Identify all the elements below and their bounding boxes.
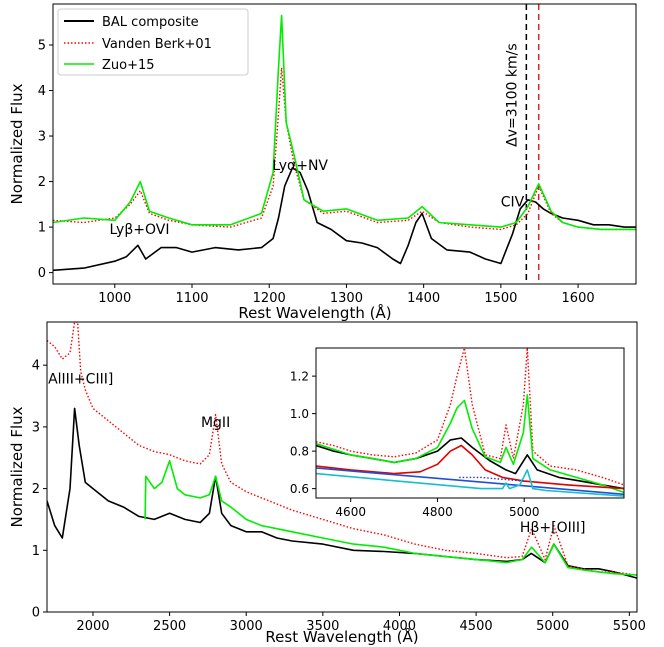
x-tick-label: 1300 (330, 291, 363, 306)
top-series (53, 4, 636, 284)
bottom-panel: 2000 2500 3000 3500 4000 4500 5000 5500 0 1 2 3 4 Al… (8, 321, 646, 646)
series-line-1-1 (47, 322, 637, 576)
inset-series (316, 348, 624, 497)
series-line-0-0 (53, 167, 636, 272)
top-axes-frame (52, 3, 637, 285)
annotation-label: AlIII+CIII] (48, 372, 113, 388)
legend-label-bal: BAL composite (102, 15, 199, 30)
top-panel: 1000 1100 1200 1300 1400 1500 1600 0 1 2 3 4 5 Lyβ+O… (8, 3, 637, 322)
annotation-label: Lyα+NV (272, 158, 328, 174)
top-annotations: Lyβ+OVI Lyα+NV CIV Δv=3100 km/s (110, 43, 525, 238)
x-tick-label: 4600 (335, 505, 366, 519)
y-tick-label: 3 (32, 420, 40, 435)
top-xlabel: Rest Wavelength (Å) (238, 303, 391, 322)
top-axes-ticks: 1000 1100 1200 1300 1400 1500 1600 0 1 2 3 4 5 (38, 38, 595, 306)
y-tick-label: 3 (38, 130, 46, 145)
y-tick-label: 1 (38, 221, 46, 236)
bottom-series (47, 322, 637, 579)
bottom-annotations: AlIII+CIII] MgII Hβ+[OIII] (48, 372, 585, 536)
y-tick-label: 1.2 (290, 370, 309, 384)
x-tick-label: 4800 (422, 505, 453, 519)
legend: BAL composite Vanden Berk+01 Zuo+15 (57, 8, 249, 76)
y-tick-label: 5 (38, 38, 46, 53)
top-ylabel: Normalized Flux (8, 83, 26, 204)
y-tick-label: 0.8 (290, 445, 309, 459)
series-line-2-2 (316, 394, 624, 494)
series-line-0-2 (53, 14, 636, 231)
x-tick-label: 4500 (460, 619, 493, 634)
y-tick-label: 2 (32, 482, 40, 497)
series-line-2-6 (459, 476, 525, 482)
inset-axes-ticks: 4600 4800 5000 0.6 0.8 1.0 1.2 (290, 370, 540, 519)
bottom-xlabel: Rest Wavelength (Å) (265, 627, 418, 646)
series-line-1-2 (144, 459, 637, 576)
x-tick-label: 3500 (306, 619, 339, 634)
x-tick-label: 5000 (509, 505, 540, 519)
bottom-axes-frame (46, 321, 638, 613)
legend-label-vandenberk: Vanden Berk+01 (102, 37, 212, 52)
annotation-label: Δv=3100 km/s (504, 43, 520, 146)
series-line-1-0 (47, 407, 637, 579)
y-tick-label: 4 (32, 359, 40, 374)
x-tick-label: 4000 (383, 619, 416, 634)
x-tick-label: 1600 (562, 291, 595, 306)
legend-box (57, 8, 249, 76)
inset-panel: 4600 4800 5000 0.6 0.8 1.0 1.2 (290, 347, 625, 519)
y-tick-label: 0.6 (290, 482, 309, 496)
annotation-label: MgII (201, 415, 230, 431)
series-line-2-3 (316, 444, 624, 490)
y-tick-label: 0 (32, 606, 40, 621)
x-tick-label: 1000 (98, 291, 131, 306)
x-tick-label: 5500 (613, 619, 646, 634)
x-tick-label: 1200 (253, 291, 286, 306)
y-tick-label: 4 (38, 84, 46, 99)
legend-label-zuo: Zuo+15 (102, 58, 155, 73)
annotation-label: Lyβ+OVI (110, 222, 170, 238)
bottom-axes-ticks: 2000 2500 3000 3500 4000 4500 5000 5500 0 1 2 3 4 (32, 359, 646, 634)
x-tick-label: 3000 (230, 619, 263, 634)
series-line-0-1 (53, 66, 636, 231)
y-tick-label: 1.0 (290, 407, 309, 421)
y-tick-label: 1 (32, 544, 40, 559)
x-tick-label: 5000 (536, 619, 569, 634)
inset-axes-frame (315, 347, 625, 499)
x-tick-label: 2500 (153, 619, 186, 634)
y-tick-label: 0 (38, 266, 46, 281)
series-line-2-4 (316, 467, 624, 496)
bottom-ylabel: Normalized Flux (8, 406, 26, 527)
x-tick-label: 1400 (407, 291, 440, 306)
annotation-label: Hβ+[OIII] (520, 520, 586, 536)
x-tick-label: 1500 (484, 291, 517, 306)
x-tick-label: 1100 (175, 291, 208, 306)
y-tick-label: 2 (38, 175, 46, 190)
series-line-2-5 (316, 469, 624, 497)
annotation-label: CIV (501, 195, 525, 211)
x-tick-label: 2000 (76, 619, 109, 634)
